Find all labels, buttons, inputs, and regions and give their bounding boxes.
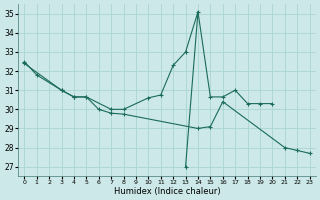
X-axis label: Humidex (Indice chaleur): Humidex (Indice chaleur) <box>114 187 220 196</box>
